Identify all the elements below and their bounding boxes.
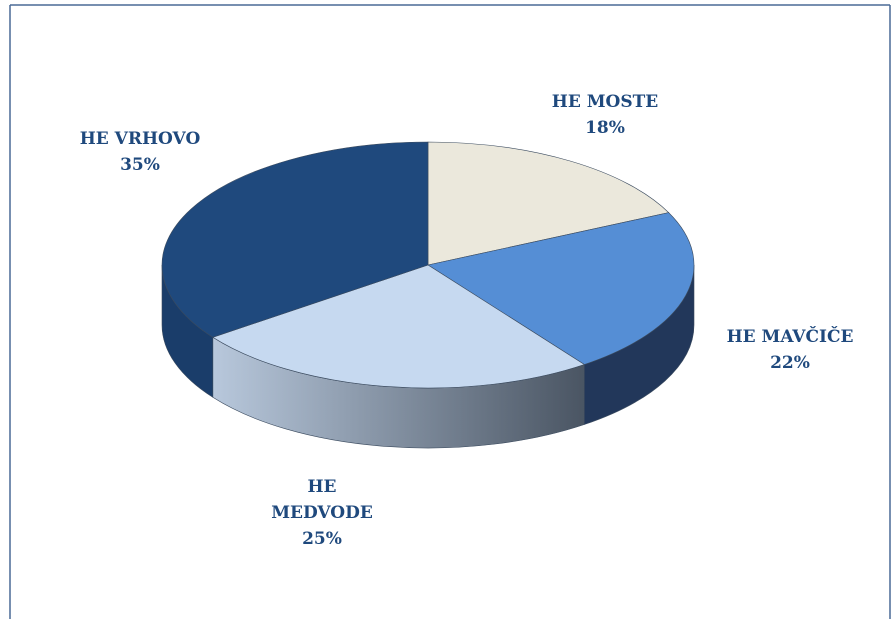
slice: [212, 264, 586, 389]
slice: [161, 141, 429, 338]
data-label: HE VRHOVO 35%: [40, 126, 240, 178]
label-value: 25%: [302, 529, 342, 549]
label-value: 18%: [585, 118, 625, 138]
data-label: HE MAVČIČE 22%: [690, 324, 890, 376]
label-value: 22%: [770, 353, 810, 373]
label-name: HE VRHOVO: [79, 129, 201, 149]
slice: [427, 141, 670, 266]
label-value: 35%: [120, 155, 160, 175]
slice: [427, 212, 695, 365]
data-label: HE MEDVODE 25%: [267, 474, 377, 552]
data-label: HE MOSTE 18%: [505, 89, 705, 141]
label-name: HE MOSTE: [551, 92, 659, 112]
label-name: HE MEDVODE: [271, 477, 373, 523]
label-name: HE MAVČIČE: [726, 327, 854, 347]
